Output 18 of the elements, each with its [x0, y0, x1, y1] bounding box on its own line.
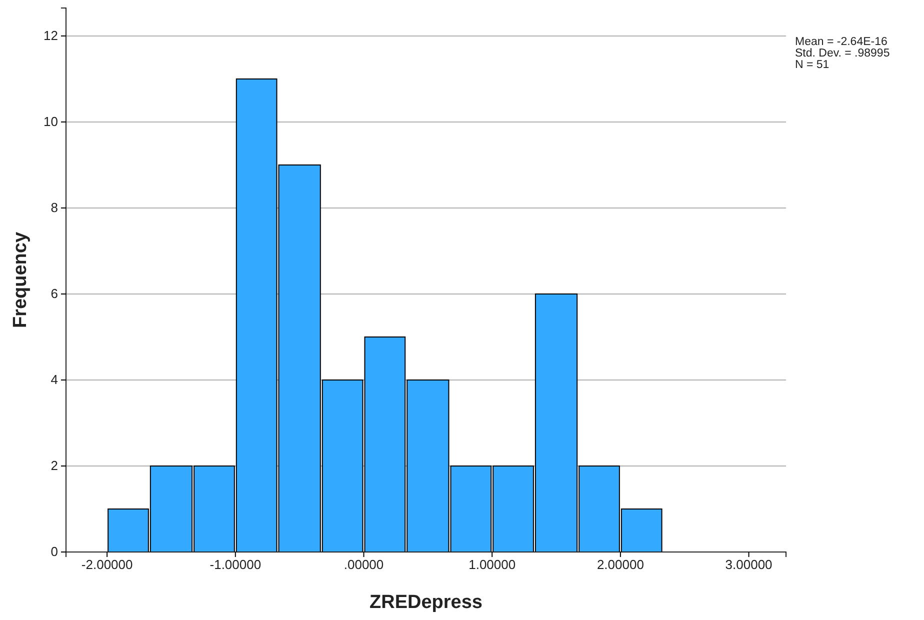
- x-axis-title: ZREDepress: [370, 592, 482, 613]
- x-tick-label: 3.00000: [725, 557, 772, 572]
- text: N = 51: [795, 59, 830, 71]
- y-tick-label: 0: [50, 544, 58, 560]
- y-axis-title: Frequency: [10, 232, 31, 328]
- y-tick-label: 10: [44, 114, 58, 130]
- y-tick-label: 8: [50, 200, 58, 216]
- x-tick-label: 1.00000: [468, 557, 516, 572]
- y-tick-label: 4: [50, 372, 58, 388]
- y-tick-label: 12: [44, 28, 58, 44]
- x-tick-label: -2.00000: [81, 557, 133, 572]
- y-tick-label: 6: [50, 286, 58, 302]
- y-tick-label: 2: [50, 458, 58, 474]
- text: Std. Dev. = .98995: [795, 48, 890, 60]
- text: Mean = -2.64E-16: [795, 36, 888, 48]
- x-tick-label: -1.00000: [210, 557, 262, 572]
- x-tick-label: .00000: [344, 557, 384, 572]
- x-tick-label: 2.00000: [596, 557, 644, 572]
